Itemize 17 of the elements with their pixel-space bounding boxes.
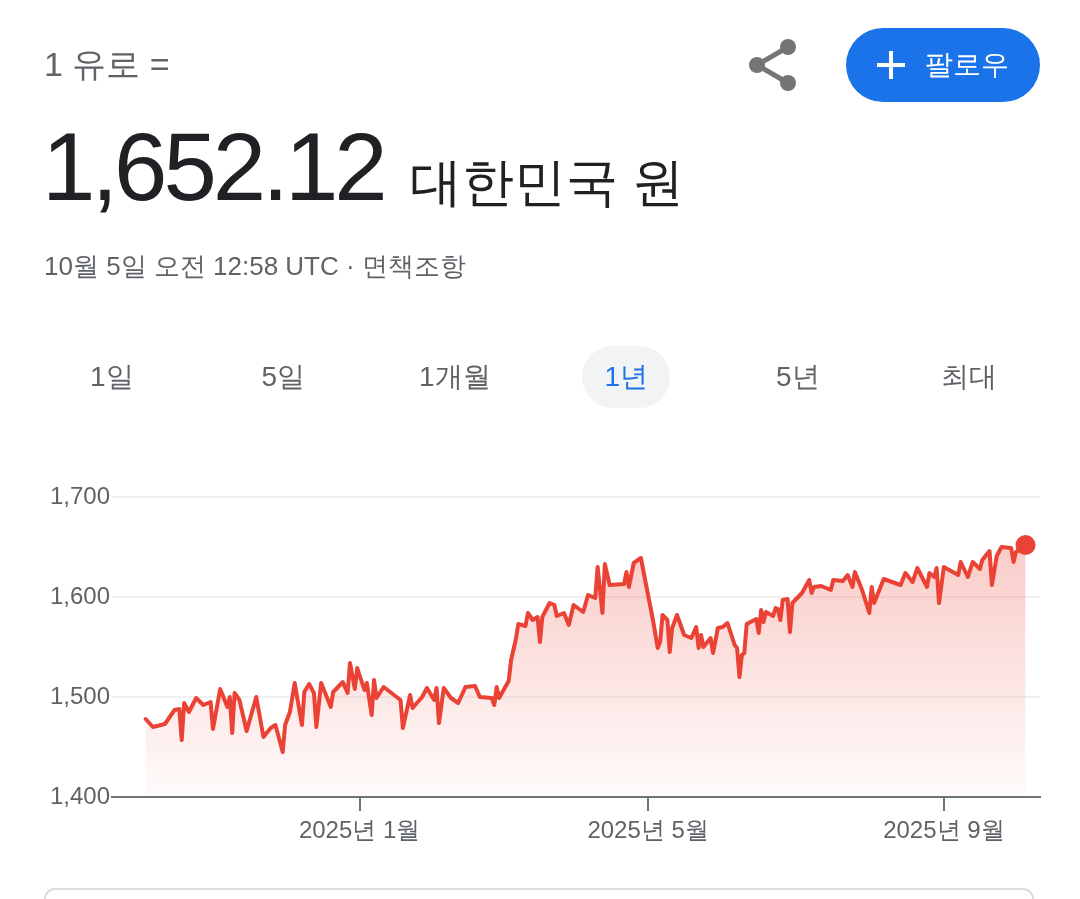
text: 5년 — [775, 361, 820, 392]
y-tick-label: 1,700 — [49, 481, 110, 509]
text: 팔로우 — [925, 48, 1009, 82]
y-tick-label: 1,500 — [49, 681, 110, 709]
text: 1일 — [89, 361, 134, 392]
x-tick-label: 2025년 9월 — [883, 816, 1005, 844]
text: 5일 — [261, 361, 306, 392]
x-tick-label: 2025년 5월 — [587, 816, 709, 844]
text: 1년 — [604, 361, 649, 392]
chart-title: 1 유로 = — [44, 44, 170, 84]
text: 1개월 — [418, 361, 491, 392]
x-tick-label: 2025년 1월 — [298, 816, 421, 844]
y-tick-label: 1,600 — [49, 581, 110, 609]
chart-subtitle: 1,652.12 대한민국 원 — [42, 113, 685, 220]
text: 최대 — [941, 361, 998, 392]
text: 10월 5일 오전 12:58 UTC · 면책조항 — [44, 250, 466, 282]
y-tick-label: 1,400 — [49, 781, 110, 809]
